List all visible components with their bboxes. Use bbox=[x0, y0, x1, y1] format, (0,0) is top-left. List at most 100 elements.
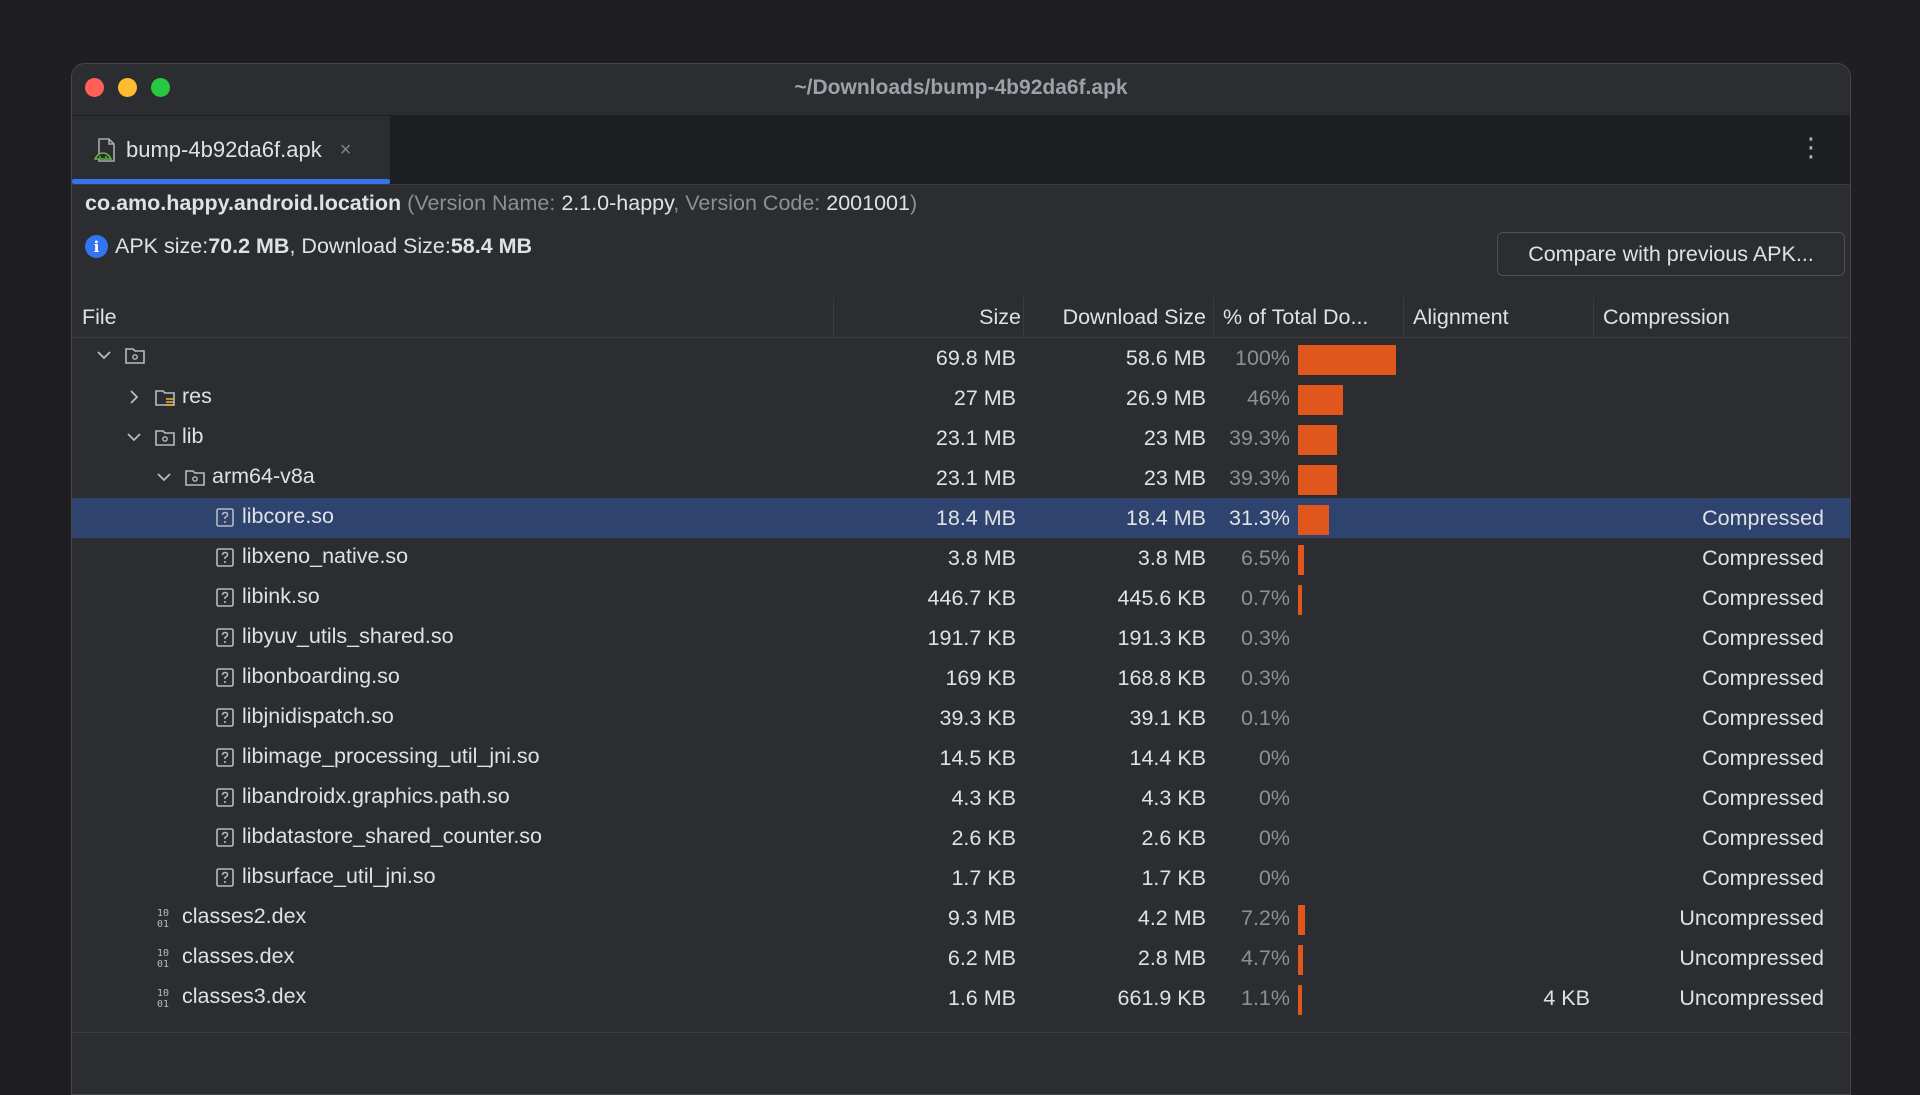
percent-cell: 0% bbox=[1258, 786, 1290, 810]
table-row[interactable]: arm64-v8a 23.1 MB 23 MB 39.3% bbox=[72, 458, 1850, 498]
file-name-cell: libxeno_native.so bbox=[184, 544, 408, 569]
svg-text:10: 10 bbox=[157, 988, 169, 999]
table-header: File Size Download Size % of Total Do...… bbox=[72, 297, 1850, 338]
table-row[interactable]: lib 23.1 MB 23 MB 39.3% bbox=[72, 418, 1850, 458]
column-header-file[interactable]: File bbox=[82, 305, 117, 329]
column-header-download-size[interactable]: Download Size bbox=[1062, 305, 1206, 329]
svg-text:10: 10 bbox=[157, 948, 169, 959]
table-row[interactable]: libjnidispatch.so 39.3 KB 39.1 KB 0.1% Compr… bbox=[72, 698, 1850, 738]
size-cell: 1.7 KB bbox=[951, 866, 1016, 890]
tree-indent-spacer bbox=[184, 707, 204, 727]
percent-cell: 6.5% bbox=[1240, 546, 1290, 570]
column-divider[interactable] bbox=[1593, 297, 1594, 337]
chevron-down-icon[interactable] bbox=[154, 467, 174, 487]
tab-apk-file[interactable]: bump-4b92da6f.apk × bbox=[72, 116, 390, 184]
column-divider[interactable] bbox=[1403, 297, 1404, 337]
version-code-label: , Version Code: bbox=[673, 191, 827, 215]
size-cell: 23.1 MB bbox=[935, 426, 1016, 450]
size-cell: 23.1 MB bbox=[935, 466, 1016, 490]
percent-cell: 31.3% bbox=[1229, 506, 1290, 530]
tree-indent-spacer bbox=[184, 547, 204, 567]
percent-cell: 1.1% bbox=[1240, 986, 1290, 1010]
file-name-label: libink.so bbox=[242, 584, 320, 608]
percent-bar bbox=[1298, 425, 1337, 455]
download-size-cell: 1.7 KB bbox=[1141, 866, 1206, 890]
table-row[interactable]: libcore.so 18.4 MB 18.4 MB 31.3% Compressed bbox=[72, 498, 1850, 538]
column-header-percent[interactable]: % of Total Do... bbox=[1223, 305, 1369, 329]
compression-cell: Compressed bbox=[1702, 626, 1824, 650]
table-row[interactable]: res 27 MB 26.9 MB 46% bbox=[72, 378, 1850, 418]
percent-cell: 0% bbox=[1258, 746, 1290, 770]
apk-file-icon bbox=[94, 138, 115, 162]
file-name-label: libimage_processing_util_jni.so bbox=[242, 744, 540, 768]
file-name-cell bbox=[94, 344, 152, 366]
table-row[interactable]: libonboarding.so 169 KB 168.8 KB 0.3% Compre… bbox=[72, 658, 1850, 698]
column-header-compression[interactable]: Compression bbox=[1603, 305, 1730, 329]
chevron-down-icon[interactable] bbox=[124, 427, 144, 447]
percent-cell: 0.1% bbox=[1240, 706, 1290, 730]
file-name-label: libyuv_utils_shared.so bbox=[242, 624, 454, 648]
percent-cell: 0% bbox=[1258, 866, 1290, 890]
download-size-cell: 661.9 KB bbox=[1117, 986, 1206, 1010]
percent-bar bbox=[1298, 385, 1343, 415]
column-divider[interactable] bbox=[1213, 297, 1214, 337]
column-divider[interactable] bbox=[833, 297, 834, 337]
file-name-cell: libyuv_utils_shared.so bbox=[184, 624, 454, 649]
download-size-cell: 3.8 MB bbox=[1137, 546, 1206, 570]
download-size-cell: 445.6 KB bbox=[1117, 586, 1206, 610]
window-title: ~/Downloads/bump-4b92da6f.apk bbox=[794, 76, 1128, 99]
compare-apk-button[interactable]: Compare with previous APK... bbox=[1497, 232, 1845, 276]
tree-indent-spacer bbox=[184, 867, 204, 887]
maximize-window-button[interactable] bbox=[151, 78, 170, 97]
minimize-window-button[interactable] bbox=[118, 78, 137, 97]
file-name-cell: libdatastore_shared_counter.so bbox=[184, 824, 542, 849]
info-icon: i bbox=[85, 235, 108, 258]
table-row[interactable]: libxeno_native.so 3.8 MB 3.8 MB 6.5% Compres… bbox=[72, 538, 1850, 578]
close-window-button[interactable] bbox=[85, 78, 104, 97]
dex-file-icon: 1001 bbox=[157, 908, 169, 928]
download-size-cell: 39.1 KB bbox=[1129, 706, 1207, 730]
download-size-cell: 14.4 KB bbox=[1129, 746, 1207, 770]
table-row[interactable]: libyuv_utils_shared.so 191.7 KB 191.3 KB 0.… bbox=[72, 618, 1850, 658]
table-row[interactable]: 10 01 classes3.dex 1.6 MB 661.9 KB 1.1% 4 KB Un… bbox=[72, 978, 1850, 1018]
download-size-cell: 4.3 KB bbox=[1141, 786, 1206, 810]
table-row[interactable]: libandroidx.graphics.path.so 4.3 KB 4.3 KB… bbox=[72, 778, 1850, 818]
download-size-cell: 23 MB bbox=[1143, 466, 1206, 490]
file-name-cell: libink.so bbox=[184, 584, 320, 609]
percent-cell: 4.7% bbox=[1240, 946, 1290, 970]
tab-bar: bump-4b92da6f.apk × ⋮ bbox=[72, 116, 1850, 185]
size-cell: 27 MB bbox=[953, 386, 1016, 410]
percent-cell: 39.3% bbox=[1229, 466, 1290, 490]
percent-bar bbox=[1298, 945, 1303, 975]
file-name-label: libjnidispatch.so bbox=[242, 704, 394, 728]
column-header-alignment[interactable]: Alignment bbox=[1413, 305, 1509, 329]
download-size-label: , Download Size: bbox=[289, 234, 451, 258]
column-header-size[interactable]: Size bbox=[979, 305, 1021, 329]
table-row[interactable]: libink.so 446.7 KB 445.6 KB 0.7% Compressed bbox=[72, 578, 1850, 618]
tree-indent-spacer bbox=[124, 907, 144, 927]
table-row[interactable]: libsurface_util_jni.so 1.7 KB 1.7 KB 0% Comp… bbox=[72, 858, 1850, 898]
size-cell: 69.8 MB bbox=[935, 346, 1016, 370]
download-size-cell: 2.6 KB bbox=[1141, 826, 1206, 850]
download-size-cell: 26.9 MB bbox=[1125, 386, 1206, 410]
table-row[interactable]: libdatastore_shared_counter.so 2.6 KB 2.6 … bbox=[72, 818, 1850, 858]
more-options-icon[interactable]: ⋮ bbox=[1798, 132, 1824, 162]
file-name-cell: 10 01 classes.dex bbox=[124, 944, 294, 969]
table-row[interactable]: libimage_processing_util_jni.so 14.5 KB 14… bbox=[72, 738, 1850, 778]
table-row[interactable]: 10 01 classes.dex 6.2 MB 2.8 MB 4.7% Uncompres… bbox=[72, 938, 1850, 978]
chevron-right-icon[interactable] bbox=[124, 387, 144, 407]
column-divider[interactable] bbox=[1023, 297, 1024, 337]
percent-bar bbox=[1298, 345, 1396, 375]
table-row[interactable]: 69.8 MB 58.6 MB 100% bbox=[72, 338, 1850, 378]
file-name-cell: lib bbox=[124, 424, 204, 449]
percent-cell: 39.3% bbox=[1229, 426, 1290, 450]
percent-cell: 0.7% bbox=[1240, 586, 1290, 610]
tree-indent-spacer bbox=[184, 747, 204, 767]
file-name-label: classes.dex bbox=[182, 944, 295, 968]
table-row[interactable]: 10 01 classes2.dex 9.3 MB 4.2 MB 7.2% Uncompre… bbox=[72, 898, 1850, 938]
download-size-cell: 58.6 MB bbox=[1125, 346, 1206, 370]
tree-indent-spacer bbox=[184, 827, 204, 847]
tab-close-icon[interactable]: × bbox=[339, 138, 352, 161]
chevron-down-icon[interactable] bbox=[94, 345, 114, 365]
window-controls bbox=[85, 78, 170, 97]
